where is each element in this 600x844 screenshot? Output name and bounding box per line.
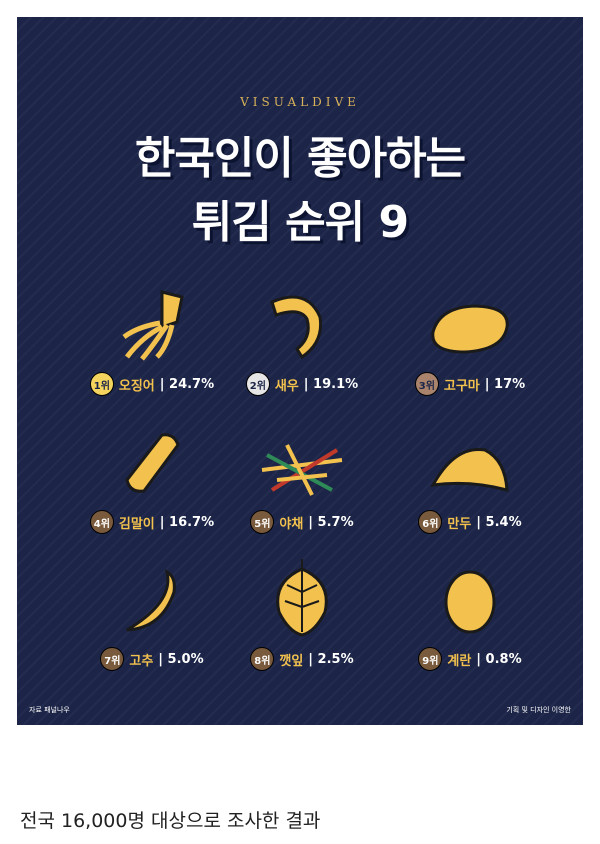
item-percentage: | 16.7%: [159, 514, 215, 530]
item-name: 새우: [274, 378, 299, 394]
ranking-item: 7위 고추 | 5.0%: [57, 567, 247, 671]
item-label: 7위 고추 | 5.0%: [57, 647, 247, 671]
item-label: 8위 깻잎 | 2.5%: [207, 647, 397, 671]
ranking-item: 2위 새우 | 19.1%: [207, 292, 397, 396]
rank-badge: 3위: [414, 372, 439, 396]
item-name: 깻잎: [279, 653, 304, 669]
gimmari-icon: [57, 430, 247, 500]
sweet-potato-icon: [375, 292, 565, 362]
page-title: 한국인이 좋아하는 튀김 순위 9: [17, 127, 583, 255]
ranking-item: 4위 김말이 | 16.7%: [57, 430, 247, 534]
rank-badge: 2위: [245, 372, 270, 396]
perilla-leaf-icon: [207, 559, 397, 637]
rank-badge: 5위: [250, 510, 275, 534]
rank-badge: 9위: [418, 647, 443, 671]
rank-badge: 7위: [100, 647, 125, 671]
ranking-item: 5위 야채 | 5.7%: [207, 430, 397, 534]
infographic-poster: VISUALDIVE 한국인이 좋아하는 튀김 순위 9 1위 오징어 | 24…: [17, 17, 583, 725]
ranking-item: 1위 오징어 | 24.7%: [57, 290, 247, 396]
item-percentage: | 5.0%: [158, 651, 204, 667]
item-name: 오징어: [118, 378, 155, 394]
item-percentage: | 17%: [484, 376, 526, 392]
item-name: 만두: [447, 516, 472, 532]
item-label: 9위 계란 | 0.8%: [375, 647, 565, 671]
ranking-item: 3위 고구마 | 17%: [375, 292, 565, 396]
squid-icon: [57, 290, 247, 362]
item-name: 고구마: [443, 378, 480, 394]
item-name: 김말이: [118, 516, 155, 532]
caption: 전국 16,000명 대상으로 조사한 결과: [20, 810, 321, 832]
item-name: 야채: [279, 516, 304, 532]
item-percentage: | 5.7%: [308, 514, 354, 530]
credit-text: 기획 및 디자인 이영한: [506, 706, 571, 714]
ranking-item: 6위 만두 | 5.4%: [375, 430, 565, 534]
rank-badge: 6위: [418, 510, 443, 534]
item-percentage: | 0.8%: [476, 651, 522, 667]
item-label: 3위 고구마 | 17%: [375, 372, 565, 396]
item-label: 4위 김말이 | 16.7%: [57, 510, 247, 534]
ranking-item: 9위 계란 | 0.8%: [375, 567, 565, 671]
item-label: 2위 새우 | 19.1%: [207, 372, 397, 396]
item-percentage: | 24.7%: [159, 376, 215, 392]
shrimp-icon: [207, 292, 397, 362]
source-text: 자료 패널나우: [29, 706, 70, 714]
egg-icon: [375, 567, 565, 637]
item-label: 5위 야채 | 5.7%: [207, 510, 397, 534]
rank-badge: 1위: [89, 372, 114, 396]
dumpling-icon: [375, 430, 565, 500]
item-percentage: | 19.1%: [303, 376, 359, 392]
brand: VISUALDIVE: [240, 95, 360, 109]
ranking-item: 8위 깻잎 | 2.5%: [207, 559, 397, 671]
item-label: 6위 만두 | 5.4%: [375, 510, 565, 534]
item-name: 계란: [447, 653, 472, 669]
title-line-2: 튀김 순위 9: [191, 197, 409, 248]
item-name: 고추: [129, 653, 154, 669]
rank-badge: 4위: [89, 510, 114, 534]
item-percentage: | 5.4%: [476, 514, 522, 530]
rank-badge: 8위: [250, 647, 275, 671]
item-percentage: | 2.5%: [308, 651, 354, 667]
vegetable-icon: [207, 430, 397, 500]
pepper-icon: [57, 567, 247, 637]
title-line-1: 한국인이 좋아하는: [134, 133, 466, 184]
item-label: 1위 오징어 | 24.7%: [57, 372, 247, 396]
